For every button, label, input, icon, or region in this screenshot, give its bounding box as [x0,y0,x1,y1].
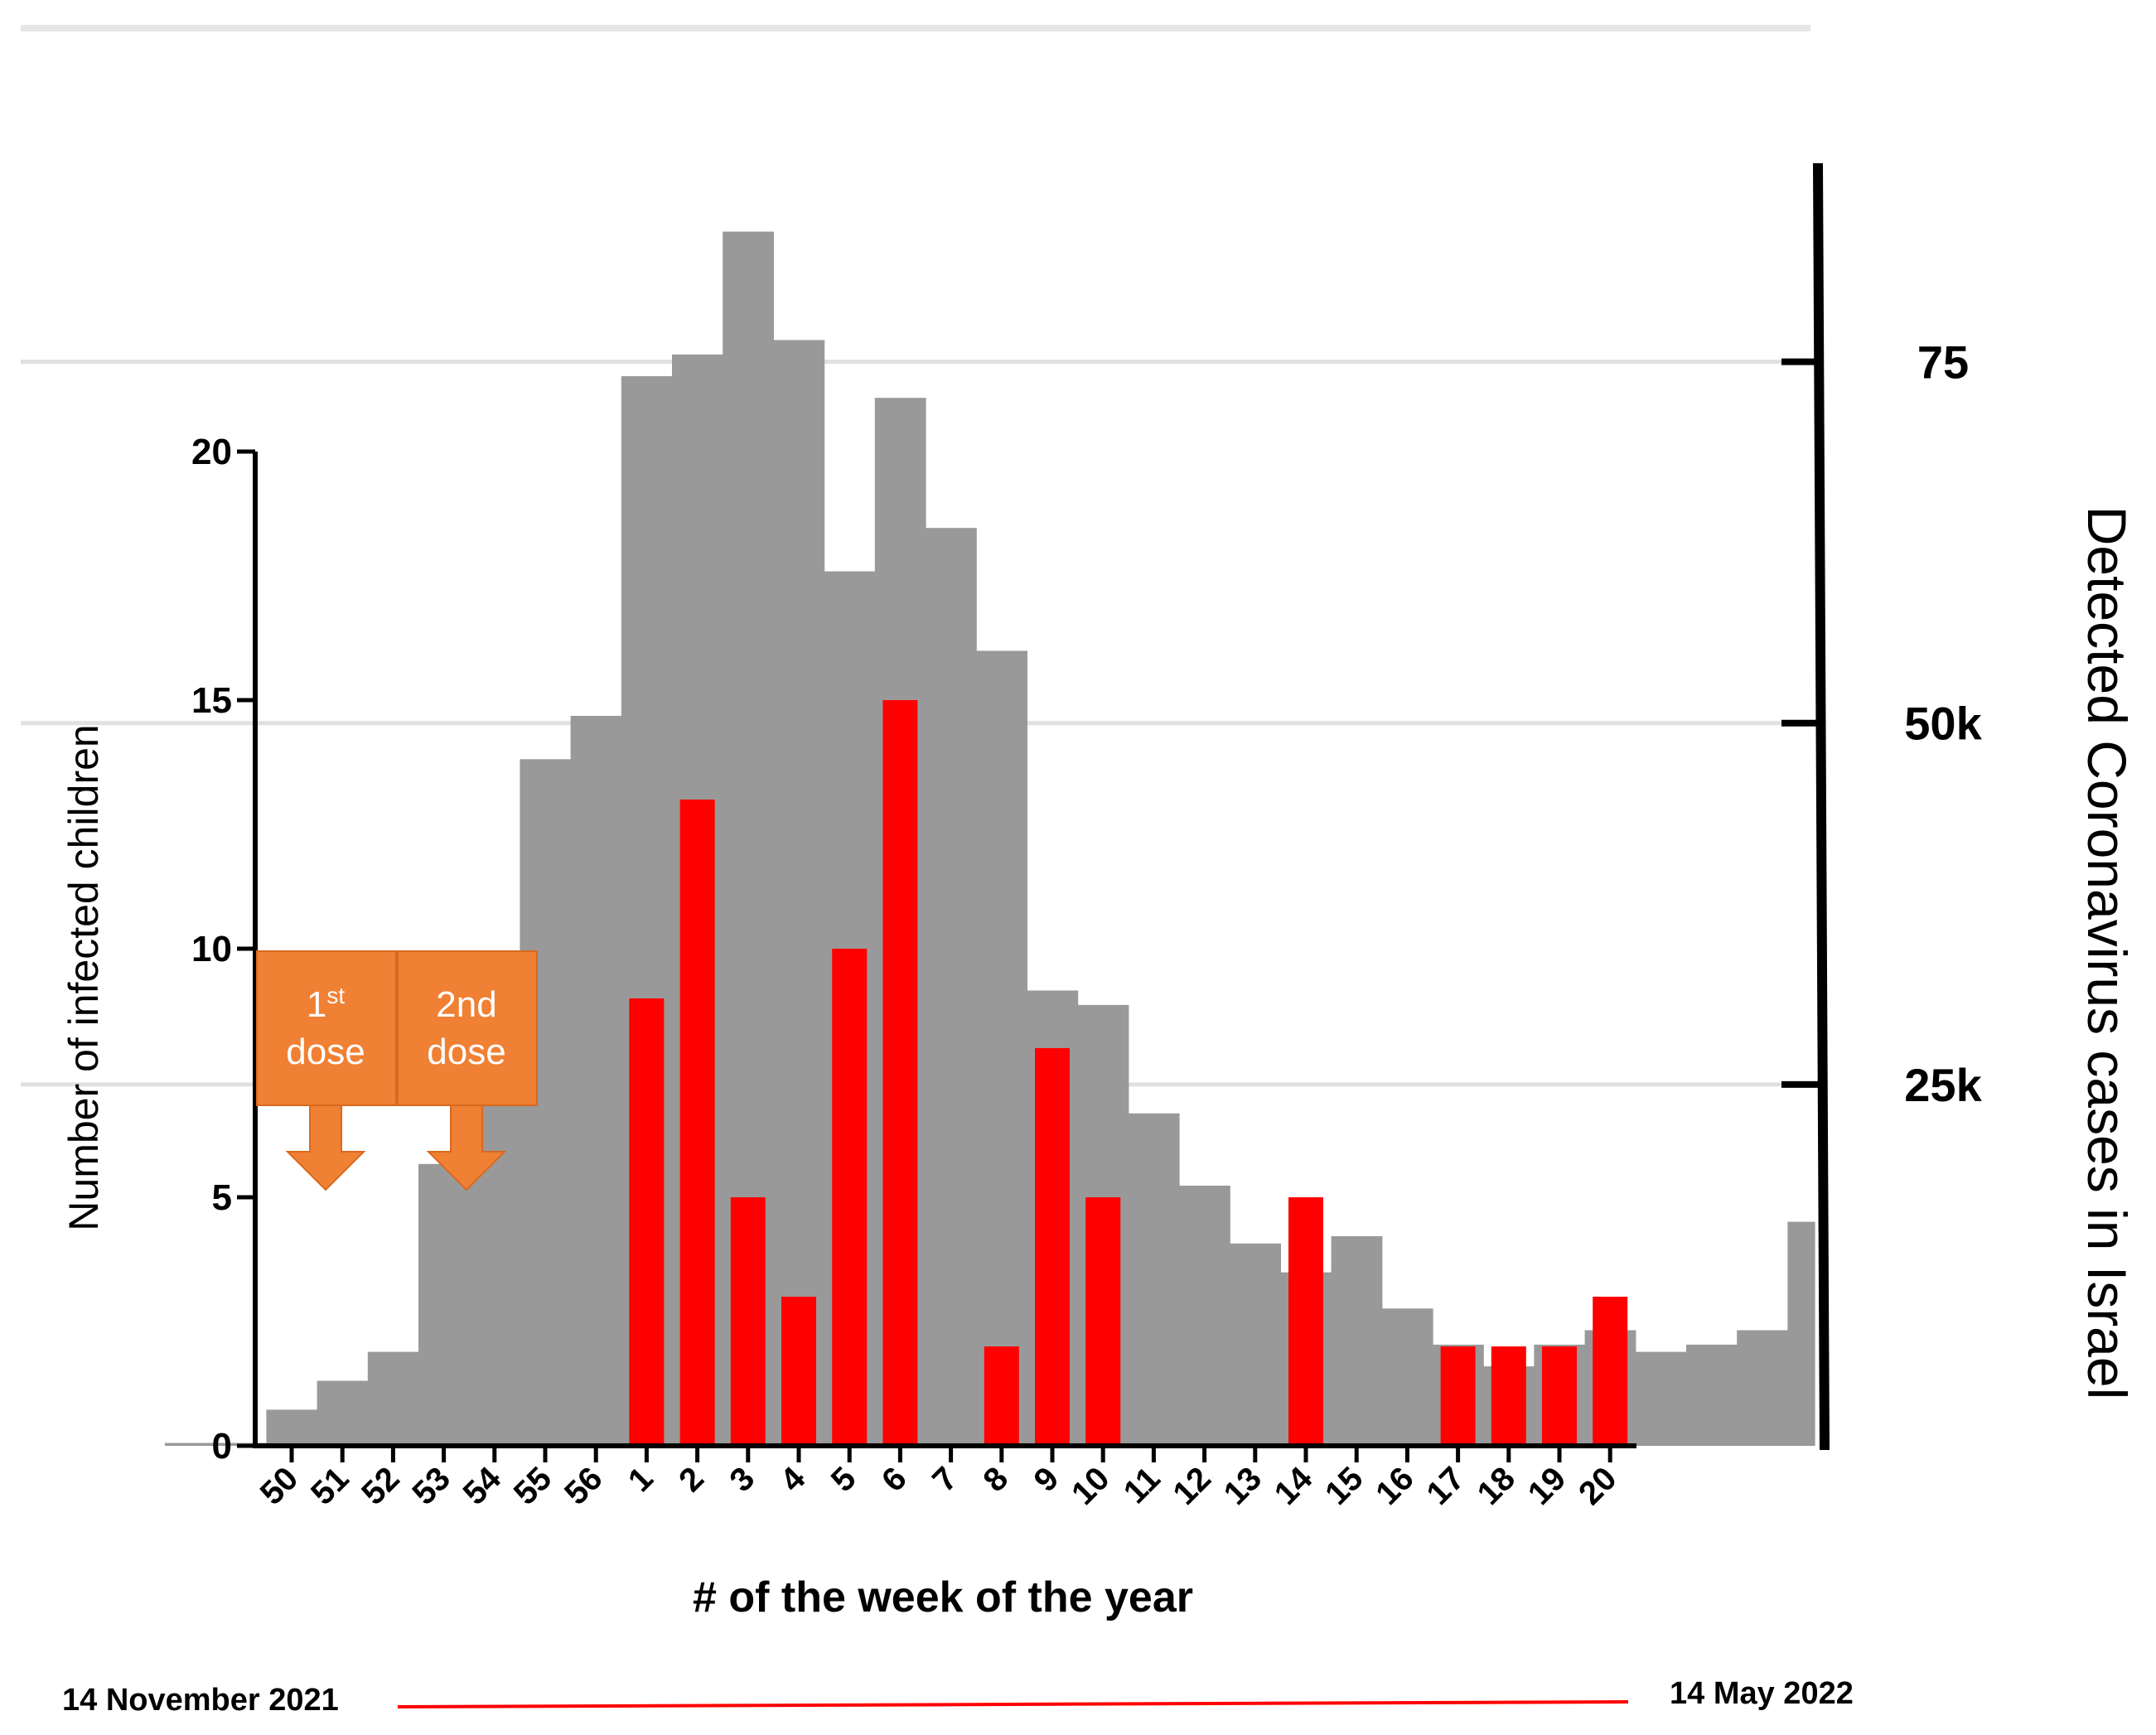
infected-bar [882,700,918,1446]
y2-tick-label: 25k [1904,1059,1982,1111]
x-tick-label: 16 [1369,1460,1421,1512]
infected-bar [1542,1346,1577,1446]
x-tick-label: 7 [926,1460,964,1499]
y2-tick-label: 50k [1904,698,1982,750]
infected-children-series [629,700,1628,1446]
cases-bar [165,1443,216,1446]
x-tick-label: 52 [355,1460,407,1512]
left-axis-ticks: 0 5 10 15 20 [191,432,255,1467]
dose-box [256,950,397,1106]
cases-bar [1686,1344,1738,1446]
timeline-line [397,1700,1629,1708]
x-tick-label: 11 [1117,1460,1167,1510]
x-tick-label: 9 [1027,1460,1066,1499]
x-tick-label: 53 [405,1460,457,1512]
x-tick-label: 15 [1318,1460,1370,1512]
x-tick-label: 17 [1419,1460,1472,1512]
date-start-label: 14 November 2021 [62,1683,339,1718]
down-arrow-icon [285,1104,366,1191]
dose-box [397,950,538,1106]
cases-bar [418,1163,470,1446]
cases-bar [1787,1221,1815,1446]
x-tick-label: 50 [254,1460,306,1512]
cases-bar [1179,1185,1230,1446]
y-tick-label: 20 [191,432,232,472]
x-tick-label: 55 [507,1460,559,1512]
x-axis-title: # of the week of the year [693,1573,1193,1621]
right-axis-ticks: 25k 50k 75 [1781,336,1983,1111]
infected-bar [984,1346,1019,1446]
infected-bar [781,1297,816,1446]
cases-bar [1381,1308,1433,1446]
cases-bar [1331,1236,1383,1446]
cases-bar [367,1351,419,1446]
dose-label: 1st [307,983,345,1025]
cases-bar [926,528,977,1446]
x-tick-label: 14 [1268,1460,1320,1512]
right-axis-line [1813,162,1830,1451]
x-tick-label: 51 [304,1460,356,1512]
x-tick-label: 19 [1521,1460,1573,1512]
y-tick-label: 5 [212,1177,232,1218]
cases-bar [266,1409,318,1446]
y2-tick-label: 75 [1917,336,1969,389]
x-tick-label: 8 [976,1460,1015,1499]
cases-series [165,231,1815,1447]
dose-annotations: 1st dose 2nd dose [256,950,538,1191]
x-tick-label: 18 [1471,1460,1523,1512]
x-tick-label: 6 [875,1460,914,1499]
cases-bar [773,340,825,1447]
y-tick-label: 0 [212,1426,232,1467]
dose-label-second: dose [286,1032,365,1072]
infected-bar [1491,1346,1526,1446]
cases-bar [1635,1351,1687,1446]
infected-bar [1288,1197,1323,1446]
x-tick-label: 5 [824,1460,863,1499]
dose-annotation-1: 1st dose [256,950,397,1191]
y-axis-title: Number of infected children [60,724,107,1230]
x-tick-label: 1 [621,1460,660,1499]
x-tick-label: 56 [558,1460,610,1512]
x-tick-label: 3 [723,1460,761,1499]
x-tick-label: 10 [1065,1460,1117,1512]
infected-bar [832,949,868,1446]
y-tick-label: 10 [191,929,232,969]
dose-label-second: dose [427,1032,505,1072]
infected-bar [730,1197,766,1446]
cases-bar [317,1380,369,1446]
y-tick-label: 15 [191,680,232,721]
cases-bar [976,650,1027,1446]
cases-bar [1128,1113,1180,1446]
dose-label: 2nd [436,984,496,1025]
x-tick-label: 2 [672,1460,711,1499]
x-tick-label: 4 [774,1460,813,1499]
down-arrow-icon [426,1104,507,1191]
date-end-label: 14 May 2022 [1670,1676,1854,1711]
x-tick-label: 54 [457,1460,509,1512]
infected-bar [629,998,665,1446]
infected-bar [679,800,715,1446]
infected-bar [1035,1048,1070,1446]
infected-bar [1440,1346,1476,1446]
y2-axis-title: Detected Coronavirus cases in Israel [2076,506,2138,1400]
x-tick-label: 12 [1166,1460,1218,1512]
x-tick-label: 20 [1572,1460,1624,1512]
dose-annotation-2: 2nd dose [397,950,538,1191]
infected-bar [1593,1297,1628,1446]
infected-bar [1085,1197,1121,1446]
x-tick-label: 13 [1217,1460,1269,1512]
cases-bar [1737,1330,1788,1446]
cases-bar [570,715,622,1446]
cases-bar [1230,1243,1281,1446]
